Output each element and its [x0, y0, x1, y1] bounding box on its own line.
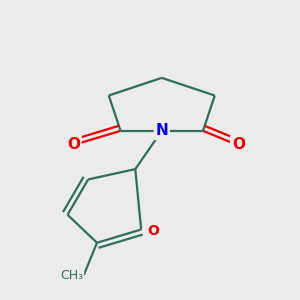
Text: O: O — [232, 136, 245, 152]
Text: O: O — [147, 224, 159, 238]
Text: CH₃: CH₃ — [60, 268, 83, 282]
Text: O: O — [67, 136, 80, 152]
Text: N: N — [155, 123, 168, 138]
